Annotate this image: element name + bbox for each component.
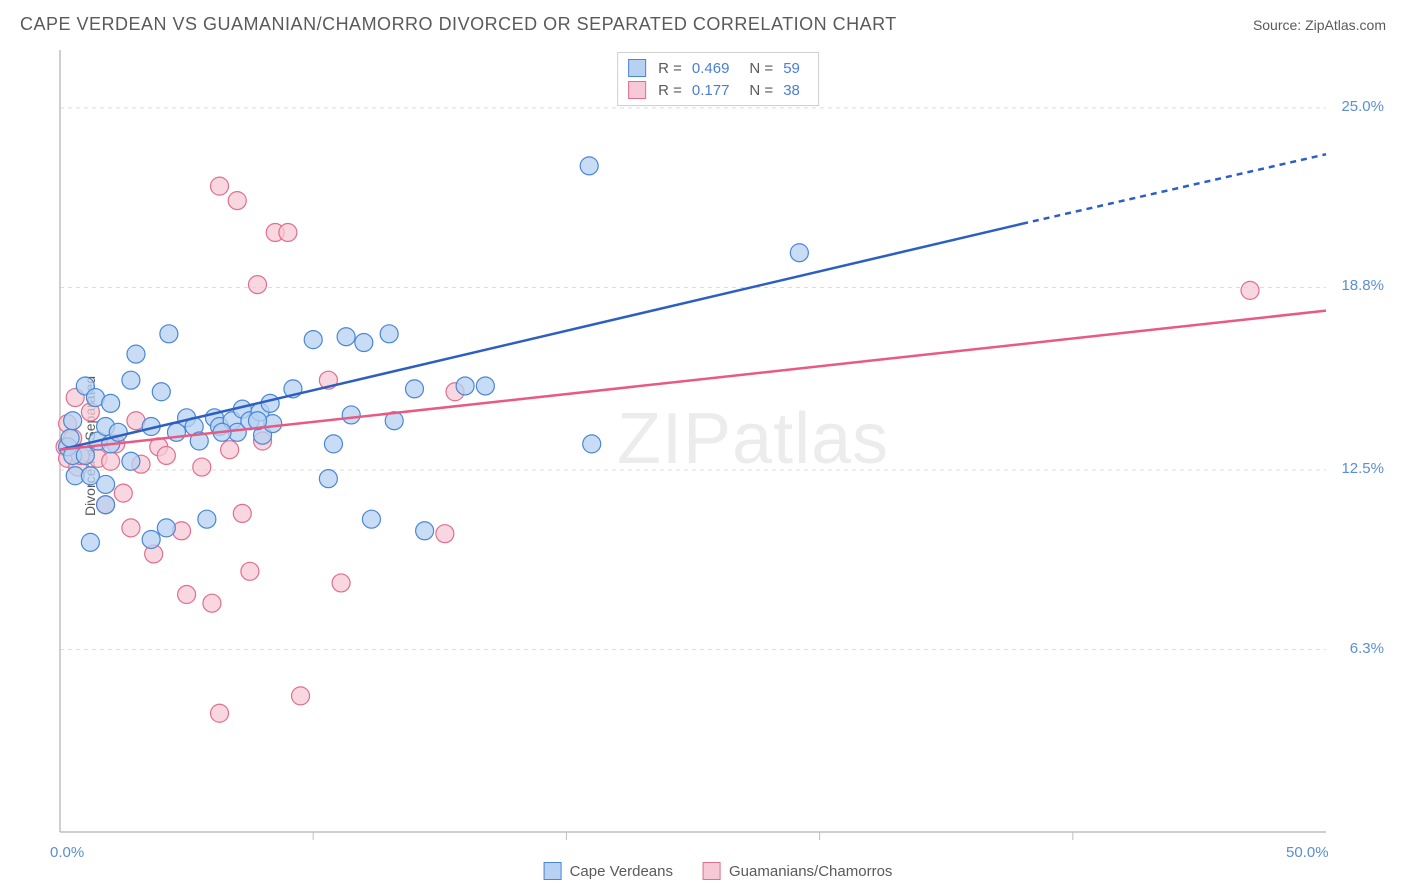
y-tick-label: 25.0% xyxy=(1341,98,1384,115)
y-tick-label: 18.8% xyxy=(1341,277,1384,294)
chart-area: Divorced or Separated ZIPatlas R =0.469N… xyxy=(50,50,1386,842)
r-value: 0.469 xyxy=(692,60,730,77)
n-value: 59 xyxy=(783,60,800,77)
legend-stat-row: R = 0.177 N = 38 xyxy=(628,79,808,101)
r-label: R = xyxy=(658,82,682,99)
legend-swatch xyxy=(703,862,721,880)
y-tick-label: 6.3% xyxy=(1350,640,1384,657)
y-tick-label: 12.5% xyxy=(1341,460,1384,477)
n-label: N = xyxy=(749,82,773,99)
r-value: 0.177 xyxy=(692,82,730,99)
source-label: Source: ZipAtlas.com xyxy=(1253,17,1386,33)
x-tick-label: 0.0% xyxy=(50,844,84,861)
legend-label: Guamanians/Chamorros xyxy=(729,863,892,880)
legend-series: Cape Verdeans Guamanians/Chamorros xyxy=(544,862,893,880)
n-label: N = xyxy=(749,60,773,77)
legend-item: Cape Verdeans xyxy=(544,862,673,880)
x-tick-label: 50.0% xyxy=(1286,844,1329,861)
scatter-plot xyxy=(50,50,1386,842)
legend-item: Guamanians/Chamorros xyxy=(703,862,892,880)
legend-swatch xyxy=(544,862,562,880)
n-value: 38 xyxy=(783,82,800,99)
legend-swatch xyxy=(628,81,646,99)
legend-stats: R = 0.469 N = 59 R = 0.177 N = 38 xyxy=(617,52,819,106)
legend-label: Cape Verdeans xyxy=(570,863,673,880)
legend-stat-row: R = 0.469 N = 59 xyxy=(628,57,808,79)
legend-swatch xyxy=(628,59,646,77)
chart-title: CAPE VERDEAN VS GUAMANIAN/CHAMORRO DIVOR… xyxy=(20,14,897,35)
r-label: R = xyxy=(658,60,682,77)
